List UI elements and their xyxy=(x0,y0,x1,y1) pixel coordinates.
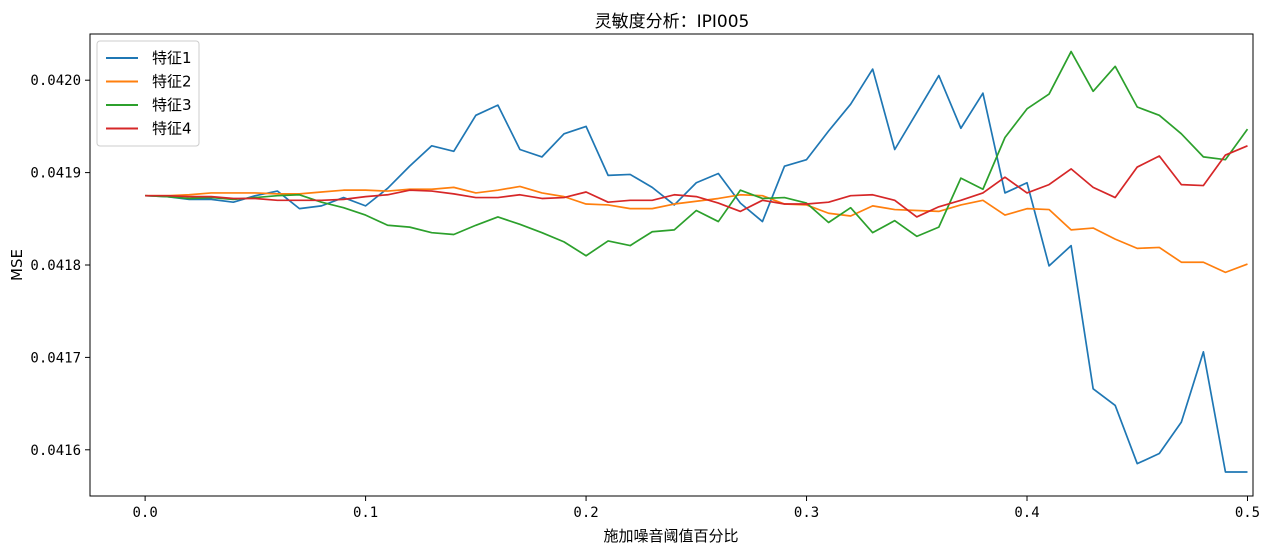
series-line-2 xyxy=(145,185,1248,274)
x-axis-label: 施加噪音阈值百分比 xyxy=(603,527,738,545)
x-tick-label: 0.3 xyxy=(794,505,819,521)
legend-label-2: 特征2 xyxy=(152,73,192,91)
y-tick-label: 0.0417 xyxy=(30,350,81,366)
x-tick-label: 0.2 xyxy=(573,505,598,521)
x-tick-label: 0.1 xyxy=(353,505,378,521)
series-line-4 xyxy=(145,145,1248,218)
legend: 特征1 特征2 特征3 特征4 xyxy=(96,40,200,147)
x-tick-label: 0.4 xyxy=(1014,505,1039,521)
legend-label-3: 特征3 xyxy=(152,96,192,114)
chart-title: 灵敏度分析：IPI005 xyxy=(595,12,750,32)
y-tick-label: 0.0416 xyxy=(30,443,81,459)
series-layer xyxy=(145,50,1249,473)
x-tick-label: 0.5 xyxy=(1235,505,1260,521)
y-tick-label: 0.0418 xyxy=(30,258,81,274)
series-line-1 xyxy=(145,68,1248,473)
legend-label-4: 特征4 xyxy=(152,120,192,138)
plot-frame xyxy=(89,33,1254,497)
y-tick-label: 0.0419 xyxy=(30,166,81,182)
legend-label-1: 特征1 xyxy=(152,49,192,67)
series-line-3 xyxy=(145,50,1249,257)
legend-box xyxy=(96,40,200,147)
y-axis-label: MSE xyxy=(8,249,26,281)
tick-layer: 0.0 0.1 0.2 0.3 0.4 0.5 0.0416 0.0417 0.0418 0.04… xyxy=(30,73,1260,521)
y-tick-label: 0.0420 xyxy=(30,73,81,89)
x-tick-label: 0.0 xyxy=(132,505,157,521)
